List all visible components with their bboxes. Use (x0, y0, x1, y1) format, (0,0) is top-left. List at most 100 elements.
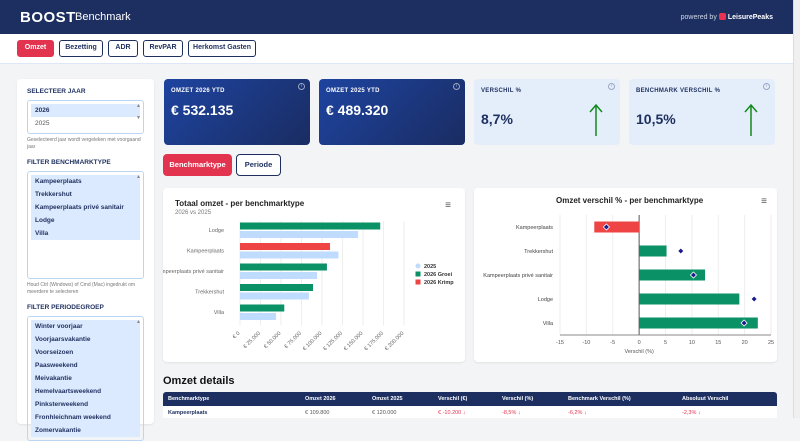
bar-2025 (240, 231, 359, 238)
nav-tabs: Omzet Bezetting ADR RevPAR Herkomst Gast… (0, 34, 793, 64)
y-tick-label: Trekkershut (524, 249, 553, 255)
bar-verschil (639, 317, 758, 329)
column-header[interactable]: Absoluut Verschil (682, 396, 729, 402)
x-tick-label: 15 (715, 340, 721, 346)
cell-verschil-pct: -8,5% ↓ (502, 410, 521, 416)
periodegroep-option[interactable]: Voorseizoen (31, 346, 140, 359)
y-tick-label: Villa (214, 310, 225, 316)
legend-marker (415, 271, 421, 277)
x-tick-label: € 0 (232, 331, 242, 341)
chart-menu-icon[interactable]: ≡ (761, 196, 767, 207)
y-tick-label: Kampeerplaats privé sanitair (163, 269, 224, 275)
x-tick-label: € 100.000 (302, 331, 324, 353)
kpi-title: VERSCHIL % (481, 88, 522, 94)
x-tick-label: € 150.000 (343, 331, 365, 353)
x-tick-label: 10 (689, 340, 695, 346)
app-header: BOOST Benchmark powered by LeisurePeaks (0, 0, 793, 34)
scroll-arrows-icon[interactable]: ▲ (136, 174, 141, 180)
bar-verschil (639, 269, 706, 281)
periodegroep-option[interactable]: Zomervakantie (31, 424, 140, 437)
column-header[interactable]: Benchmarktype (168, 396, 210, 402)
benchmarktype-option[interactable]: Villa (31, 227, 140, 240)
column-header[interactable]: Verschil (%) (502, 396, 534, 402)
periodegroep-option[interactable]: Paasweekend (31, 359, 140, 372)
bar-2026 (240, 222, 381, 230)
kpi-value: € 489.320 (326, 102, 389, 118)
y-tick-label: Trekkershut (195, 290, 224, 296)
periodegroep-option[interactable]: Pinksterweekend (31, 398, 140, 411)
periodegroep-option[interactable]: Meivakantie (31, 372, 140, 385)
legend-label: 2025 (424, 264, 436, 270)
page-scrollbar[interactable] (793, 0, 800, 418)
y-tick-label: Villa (543, 321, 554, 327)
benchmarktype-option[interactable]: Lodge (31, 214, 140, 227)
kpi-omzet-2026: OMZET 2026 YTD € 532.135 i (164, 79, 310, 145)
scroll-arrows-icon[interactable]: ▲ (136, 319, 141, 325)
year-option[interactable]: 2025 (35, 120, 50, 127)
periode-button[interactable]: Periode (236, 154, 281, 176)
benchmark-marker (602, 223, 610, 231)
legend-label: 2026 Groei (424, 272, 453, 278)
cell-benchmarktype: Kampeerplaats (168, 410, 208, 416)
kpi-verschil: VERSCHIL % 8,7% i (474, 79, 620, 145)
benchmarktype-button[interactable]: Benchmarktype (163, 154, 232, 176)
info-icon[interactable]: i (453, 83, 460, 90)
periodegroep-select[interactable]: Winter voorjaar Voorjaarsvakantie Voorse… (27, 316, 144, 441)
chart-title: Totaal omzet - per benchmarktype (175, 199, 305, 208)
multi-select-note: Houd Ctrl (Windows) of Cmd (Mac) ingedru… (27, 282, 136, 295)
bar-verschil (639, 245, 667, 257)
column-header[interactable]: Omzet 2026 (305, 396, 336, 402)
leisurepeaks-logo-icon (718, 13, 726, 20)
cell-omzet-2026: € 109.800 (305, 410, 330, 416)
benchmarktype-select[interactable]: Kampeerplaats Trekkershut Kampeerplaats … (27, 171, 144, 279)
bar-verschil (594, 221, 640, 233)
year-option[interactable]: 2026 (31, 104, 140, 117)
column-header[interactable]: Omzet 2025 (372, 396, 403, 402)
chart-totaal-omzet: Totaal omzet - per benchmarktype 2026 vs… (163, 188, 465, 362)
details-title: Omzet details (163, 375, 235, 387)
kpi-title: BENCHMARK VERSCHIL % (636, 88, 721, 94)
legend-label: 2026 Krimp (424, 280, 454, 286)
x-tick-label: -10 (582, 340, 590, 346)
benchmarktype-option[interactable]: Kampeerplaats (31, 175, 140, 188)
legend-marker (415, 263, 421, 269)
tab-omzet[interactable]: Omzet (17, 40, 54, 57)
chart-title: Omzet verschil % - per benchmarktype (556, 196, 704, 205)
x-tick-label: € 25.000 (243, 331, 262, 350)
bar-2025 (240, 313, 277, 320)
info-icon[interactable]: i (763, 83, 770, 90)
x-axis-label: Verschil (%) (624, 349, 654, 355)
filter-sidebar: SELECTEER JAAR 2026 2025 ▲ ▼ Geselecteerd… (17, 79, 154, 441)
details-table: Benchmarktype Omzet 2026 Omzet 2025 Vers… (163, 392, 777, 418)
logo: BOOST (20, 9, 76, 26)
x-tick-label: € 125.000 (322, 331, 344, 353)
periodegroep-option[interactable]: Hemelvaartsweekend (31, 385, 140, 398)
table-row: Kampeerplaats € 109.800 € 120.000 € -10.… (163, 406, 777, 418)
x-tick-label: 0 (638, 340, 641, 346)
column-header[interactable]: Benchmark Verschil (%) (568, 396, 631, 402)
tab-adr[interactable]: ADR (108, 40, 138, 57)
arrow-up-icon (589, 103, 603, 136)
tab-herkomst-gasten[interactable]: Herkomst Gasten (188, 40, 256, 57)
y-tick-label: Lodge (209, 228, 224, 234)
tab-revpar[interactable]: RevPAR (143, 40, 183, 57)
bar-2026 (240, 263, 327, 271)
info-icon[interactable]: i (608, 83, 615, 90)
benchmarktype-option[interactable]: Trekkershut (31, 188, 140, 201)
tab-bezetting[interactable]: Bezetting (59, 40, 103, 57)
x-tick-label: -15 (556, 340, 564, 346)
benchmarktype-option[interactable]: Kampeerplaats privé sanitair (31, 201, 140, 214)
chart-menu-icon[interactable]: ≡ (445, 200, 451, 211)
kpi-benchmark-verschil: BENCHMARK VERSCHIL % 10,5% i (629, 79, 775, 145)
kpi-value: 8,7% (481, 111, 513, 127)
info-icon[interactable]: i (298, 83, 305, 90)
scroll-arrows-icon[interactable]: ▲ ▼ (136, 103, 141, 121)
periodegroep-option[interactable]: Winter voorjaar (31, 320, 140, 333)
periodegroep-option[interactable]: Voorjaarsvakantie (31, 333, 140, 346)
column-header[interactable]: Verschil (€) (438, 396, 468, 402)
cell-benchmark-verschil: -6,2% ↓ (568, 410, 587, 416)
x-tick-label: -5 (610, 340, 615, 346)
powered-by-label: powered by (680, 14, 717, 21)
year-select[interactable]: 2026 2025 ▲ ▼ (27, 100, 144, 134)
benchmark-marker (740, 319, 748, 327)
